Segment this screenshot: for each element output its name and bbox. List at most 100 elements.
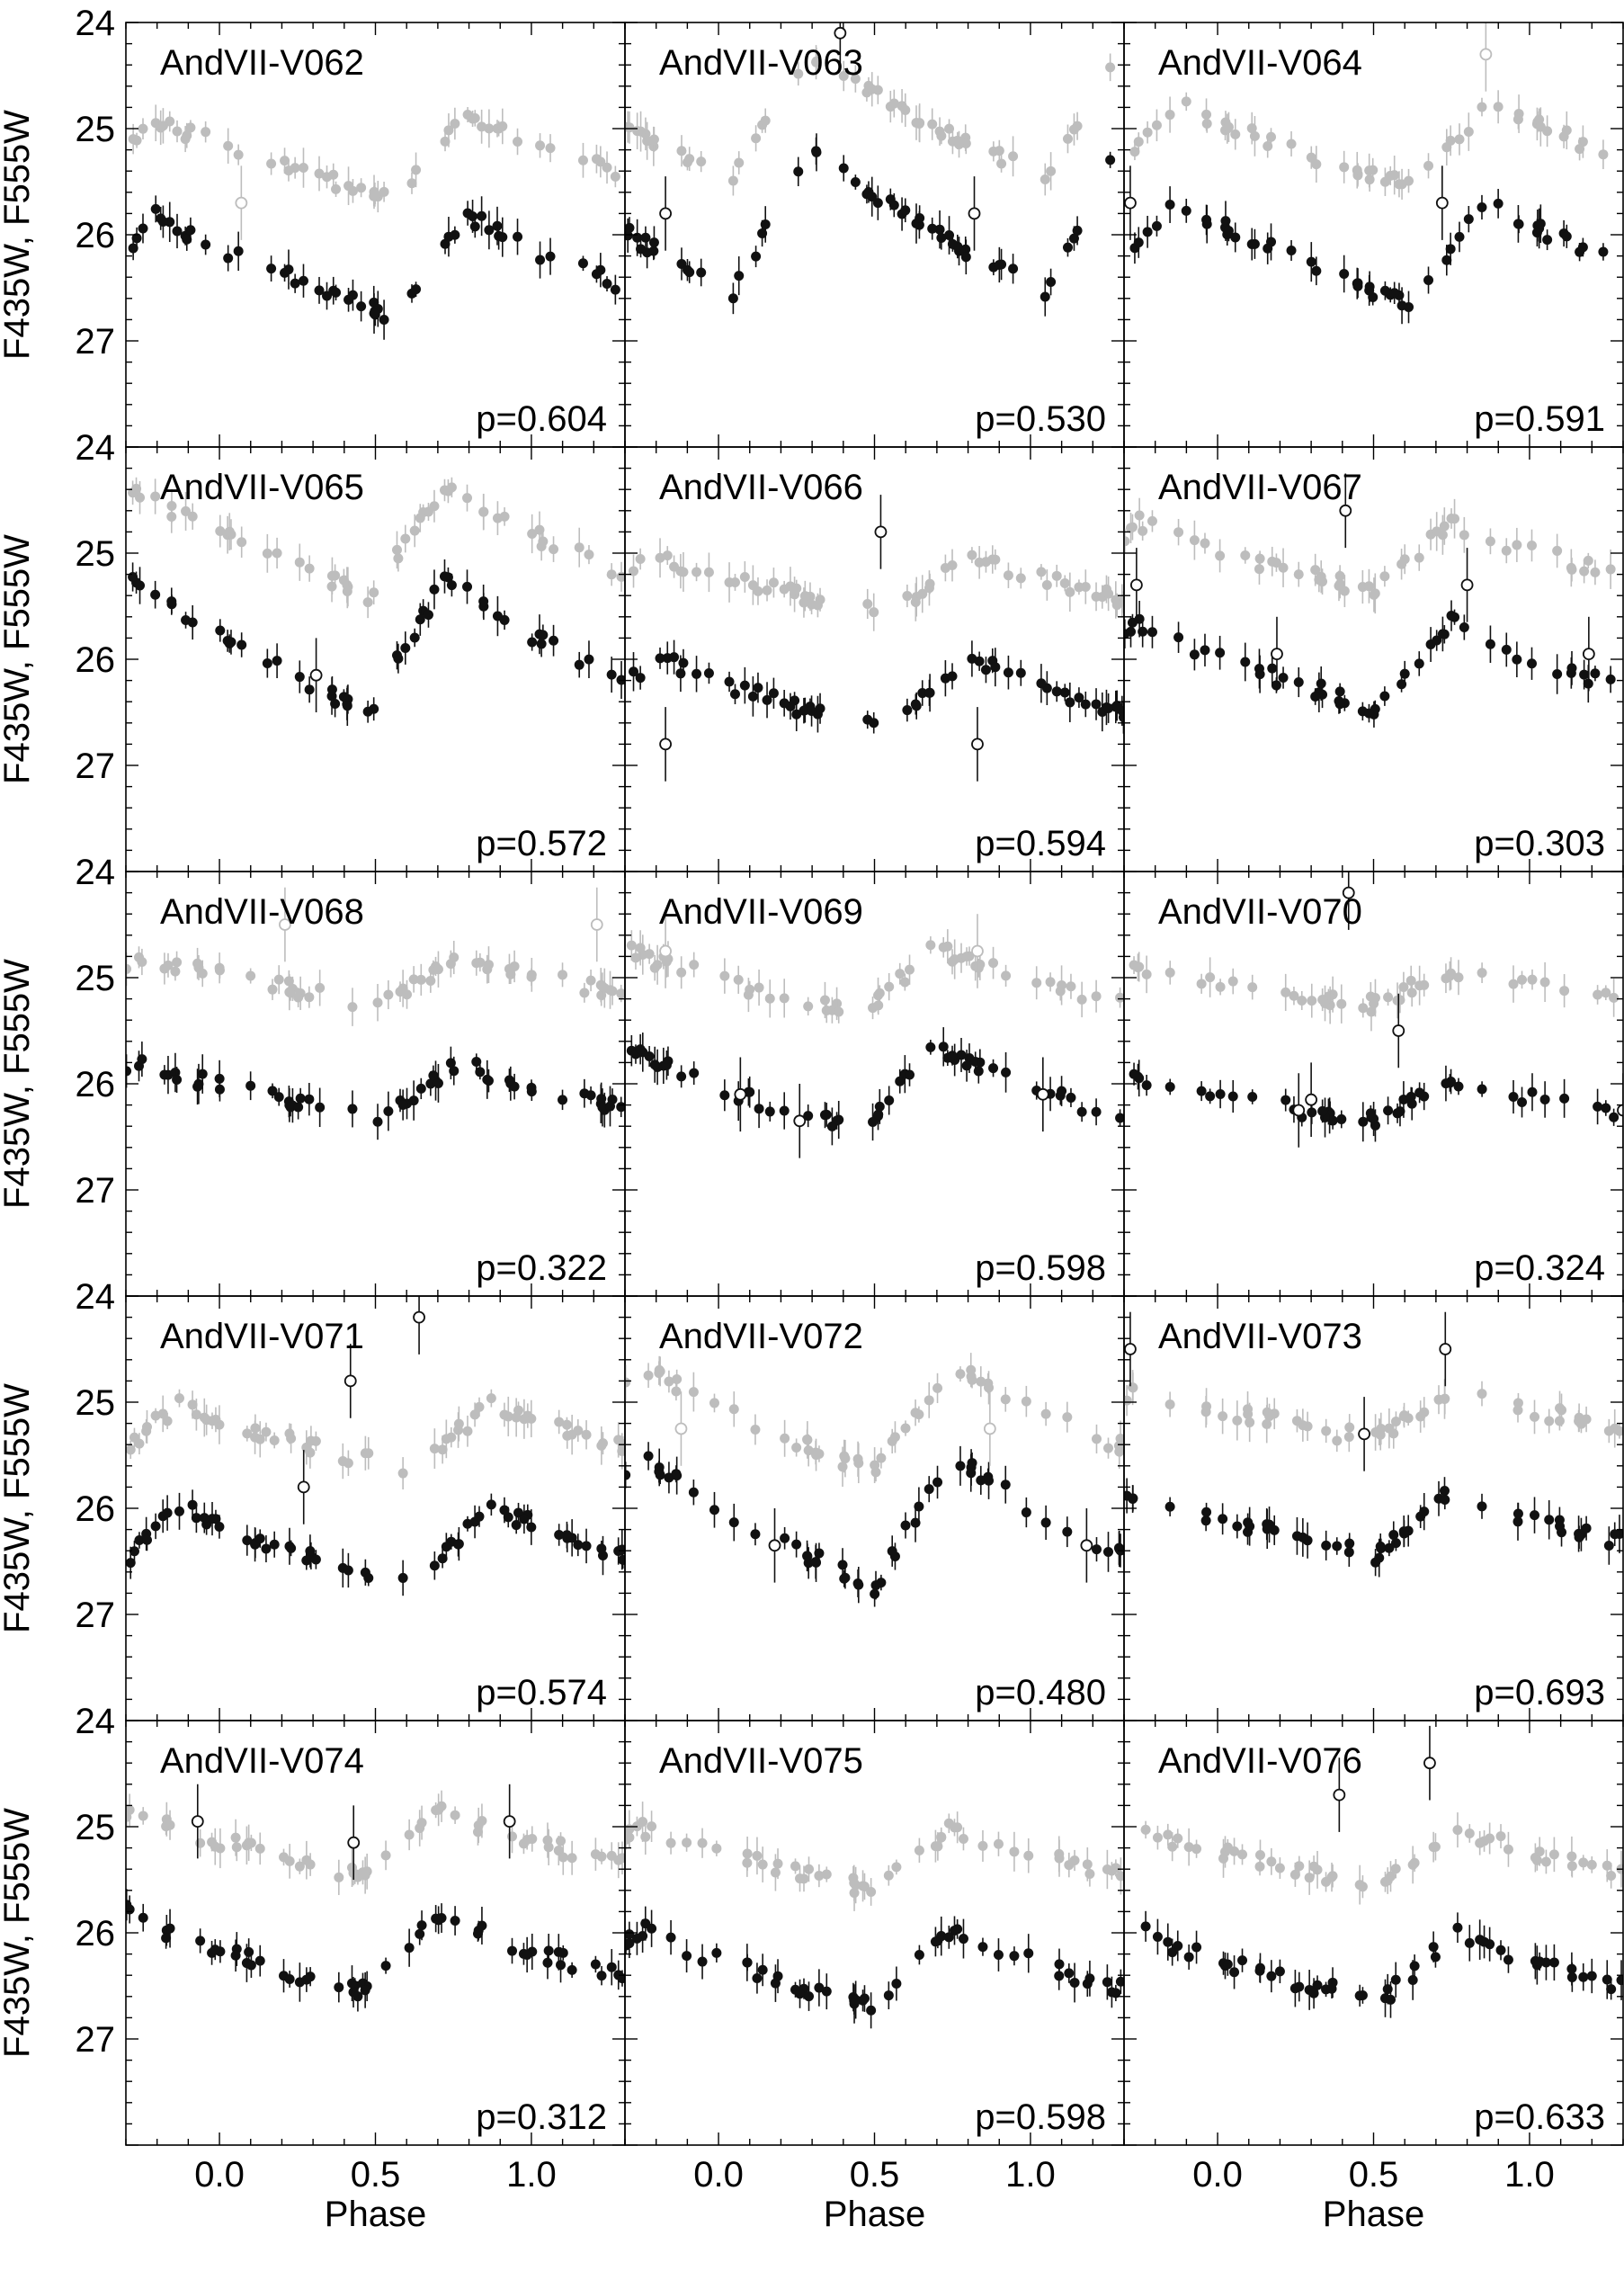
data-point (293, 992, 304, 1003)
data-point (356, 301, 367, 312)
data-point (804, 1991, 815, 2002)
data-point (930, 1936, 941, 1947)
data-point (397, 1100, 408, 1111)
data-point (1230, 129, 1241, 139)
data-point (1453, 972, 1464, 983)
data-point (1134, 510, 1145, 521)
data-point (1605, 564, 1616, 575)
data-point (900, 104, 911, 115)
data-point (1606, 1984, 1617, 1995)
data-point (197, 968, 208, 979)
data-point (397, 1572, 408, 1583)
x-tick-label: 1.0 (506, 2155, 557, 2195)
data-point (1262, 1524, 1272, 1534)
data-point (1512, 219, 1523, 229)
data-point (1540, 1856, 1551, 1867)
data-point (851, 1880, 861, 1891)
data-point (1414, 1087, 1425, 1098)
data-point (472, 1928, 483, 1939)
data-point (910, 1517, 921, 1528)
data-point (1389, 170, 1400, 181)
data-point (1445, 135, 1456, 146)
data-point (322, 172, 333, 183)
data-point (1271, 558, 1281, 568)
panel-frame (125, 22, 626, 448)
data-point (129, 1432, 139, 1443)
data-point (661, 1060, 672, 1070)
data-point (1201, 1507, 1212, 1517)
data-point (988, 1063, 999, 1074)
y-tick-label: 27 (76, 1171, 116, 1211)
outlier-point (1305, 1093, 1318, 1106)
data-point (1379, 176, 1390, 187)
data-point (294, 557, 305, 568)
data-point (1114, 1543, 1124, 1554)
data-point (1243, 1408, 1254, 1419)
data-point (791, 583, 802, 594)
data-point (519, 1514, 530, 1524)
data-point (1181, 205, 1191, 216)
data-point (449, 1066, 460, 1077)
data-point (128, 243, 138, 254)
data-point (1440, 1494, 1450, 1505)
data-point (742, 1957, 753, 1968)
data-point (409, 525, 420, 536)
data-point (1603, 1540, 1614, 1551)
panel-frame (624, 1295, 1125, 1721)
data-point (1000, 1480, 1011, 1490)
data-point (779, 698, 790, 709)
data-point (676, 967, 687, 978)
data-point (1441, 255, 1452, 265)
data-point (1463, 214, 1474, 225)
data-point (331, 287, 342, 298)
data-point (883, 1990, 894, 2001)
data-point (949, 1925, 959, 1936)
data-point (1370, 588, 1380, 599)
data-point (1578, 1857, 1589, 1868)
data-point (1151, 220, 1162, 231)
data-point (709, 1505, 719, 1515)
data-point (522, 1835, 532, 1846)
data-point (754, 982, 764, 993)
data-point (1555, 1521, 1566, 1532)
data-point (1124, 536, 1130, 547)
data-point (1464, 1937, 1475, 1948)
data-point (899, 977, 910, 988)
data-point (293, 1102, 304, 1113)
data-point (567, 1853, 577, 1864)
data-point (172, 957, 183, 968)
data-point (869, 718, 879, 729)
data-point (360, 1870, 370, 1881)
data-point (1452, 1825, 1463, 1836)
data-point (947, 1051, 958, 1061)
data-point (477, 1815, 487, 1826)
data-point (750, 1529, 761, 1540)
data-point (1084, 1868, 1095, 1879)
data-point (1141, 969, 1152, 979)
data-point (1294, 1861, 1305, 1872)
data-point (810, 1447, 821, 1458)
data-point (1548, 1849, 1559, 1860)
data-point (507, 1831, 518, 1842)
data-point (1358, 1116, 1369, 1127)
data-point (224, 526, 235, 537)
data-point (1437, 629, 1448, 639)
data-point (682, 264, 692, 275)
data-point (851, 1994, 861, 2005)
data-point (380, 1961, 391, 1971)
data-point (727, 175, 738, 186)
data-point (868, 1116, 879, 1127)
star-name-label: AndVII-V066 (659, 468, 863, 507)
outlier-point (413, 1310, 425, 1324)
data-point (1201, 109, 1212, 120)
data-point (1249, 130, 1260, 141)
data-point (1406, 988, 1417, 998)
star-name-label: AndVII-V074 (160, 1741, 364, 1781)
outlier-point (971, 738, 984, 751)
data-point (936, 130, 947, 141)
data-point (1254, 1963, 1265, 1973)
data-point (655, 653, 665, 664)
data-point (294, 672, 305, 683)
data-point (1336, 1113, 1347, 1124)
data-point (852, 1453, 863, 1464)
